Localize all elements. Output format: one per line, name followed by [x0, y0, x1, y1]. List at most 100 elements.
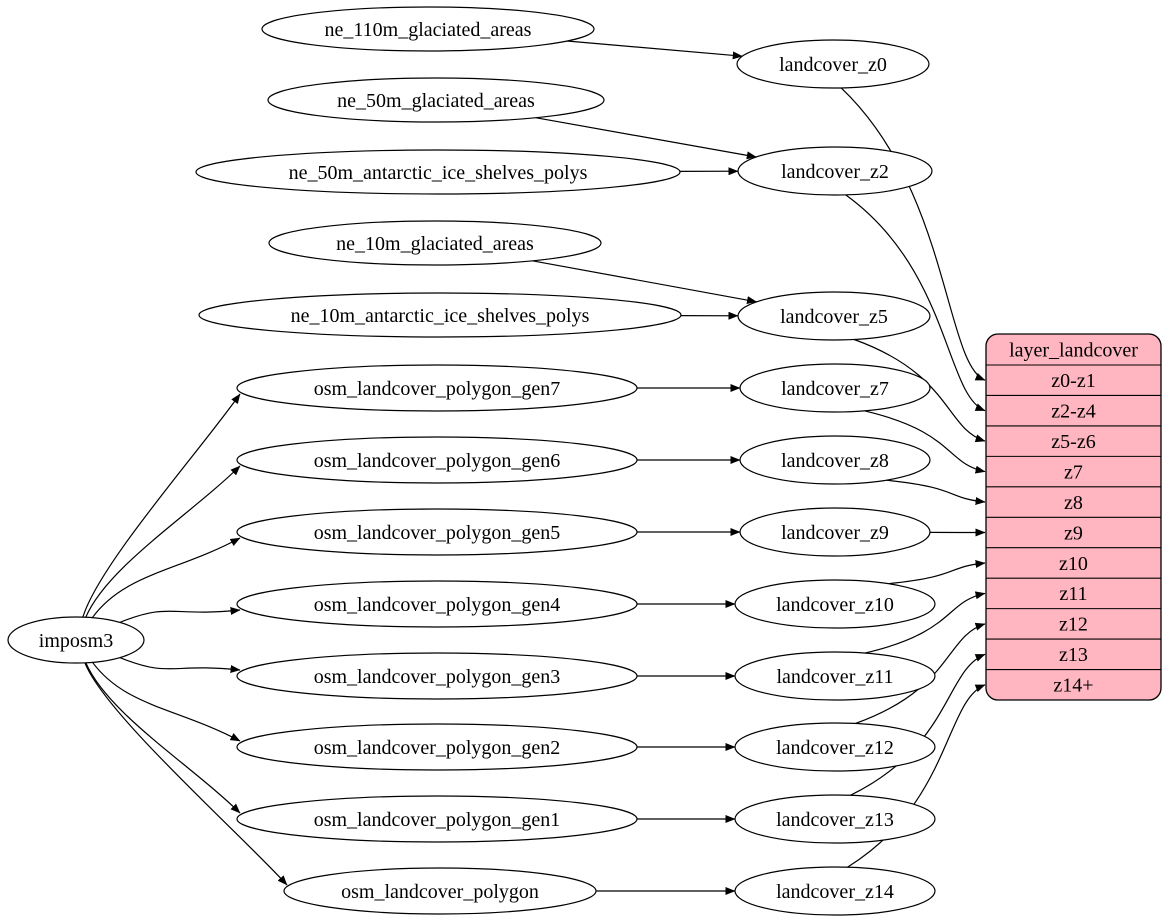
- node-shape-ne_50m_glaciated_areas: [267, 77, 605, 123]
- node-label-landcover_z2: landcover_z2: [781, 161, 889, 183]
- node-landcover_z13: landcover_z13: [734, 794, 936, 844]
- node-label-osm_landcover_polygon: osm_landcover_polygon: [341, 881, 539, 903]
- node-label-landcover_z14: landcover_z14: [776, 881, 894, 903]
- edge-landcover_z0-to-z0-z1: [840, 87, 986, 381]
- node-label-osm_landcover_polygon_gen4: osm_landcover_polygon_gen4: [314, 594, 561, 616]
- edge-imposm3-to-osm_landcover_polygon_gen4: [119, 606, 241, 623]
- node-label-landcover_z11: landcover_z11: [777, 666, 894, 688]
- node-landcover_z9: landcover_z9: [739, 507, 931, 557]
- node-osm_landcover_polygon_gen5: osm_landcover_polygon_gen5: [236, 508, 638, 556]
- record-title: layer_landcover: [1009, 339, 1138, 361]
- edge-landcover_z2-to-z2-z4: [845, 194, 986, 412]
- edge-imposm3-to-osm_landcover_polygon_gen3: [119, 657, 241, 674]
- node-shape-ne_50m_antarctic_ice_shelves_polys: [195, 149, 681, 195]
- edges-layer: [82, 40, 986, 895]
- node-shape-landcover_z7: [739, 363, 931, 413]
- record-row-z2-z4: z2-z4: [1051, 400, 1095, 422]
- node-shape-landcover_z9: [739, 507, 931, 557]
- node-label-ne_10m_antarctic_ice_shelves_polys: ne_10m_antarctic_ice_shelves_polys: [291, 305, 590, 327]
- record-row-z11: z11: [1059, 583, 1087, 605]
- node-shape-imposm3: [7, 616, 145, 664]
- node-shape-landcover_z10: [734, 579, 936, 629]
- node-shape-landcover_z2: [737, 146, 933, 196]
- node-shape-landcover_z14: [734, 866, 936, 916]
- node-shape-osm_landcover_polygon_gen1: [236, 795, 638, 843]
- edge-ne_10m_glaciated_areas-to-landcover_z5: [532, 260, 757, 305]
- node-shape-ne_110m_glaciated_areas: [261, 6, 595, 52]
- edge-landcover_z12-to-z12: [855, 622, 986, 725]
- node-label-ne_50m_antarctic_ice_shelves_polys: ne_50m_antarctic_ice_shelves_polys: [289, 162, 588, 184]
- node-landcover_z12: landcover_z12: [734, 722, 936, 772]
- node-shape-osm_landcover_polygon_gen3: [236, 652, 638, 700]
- node-landcover_z2: landcover_z2: [737, 146, 933, 196]
- node-osm_landcover_polygon_gen6: osm_landcover_polygon_gen6: [236, 436, 638, 484]
- edge-landcover_z7-to-z7: [864, 410, 986, 474]
- node-shape-ne_10m_antarctic_ice_shelves_polys: [198, 292, 682, 338]
- record-node-layer_landcover: layer_landcover z0-z1 z2-z4 z5-z6 z7 z8 z9 z10 z…: [985, 333, 1162, 701]
- node-landcover_z0: landcover_z0: [736, 39, 930, 89]
- node-shape-osm_landcover_polygon_gen5: [236, 508, 638, 556]
- node-osm_landcover_polygon_gen2: osm_landcover_polygon_gen2: [236, 723, 638, 771]
- node-shape-landcover_z8: [739, 435, 931, 485]
- node-shape-landcover_z0: [736, 39, 930, 89]
- node-label-ne_10m_glaciated_areas: ne_10m_glaciated_areas: [336, 233, 534, 255]
- node-shape-landcover_z5: [737, 291, 931, 341]
- edge-imposm3-to-osm_landcover_polygon_gen5: [91, 537, 241, 619]
- node-label-landcover_z7: landcover_z7: [781, 378, 889, 400]
- node-label-ne_50m_glaciated_areas: ne_50m_glaciated_areas: [337, 90, 535, 112]
- edge-landcover_z11-to-z11: [864, 591, 986, 654]
- node-landcover_z10: landcover_z10: [734, 579, 936, 629]
- node-label-osm_landcover_polygon_gen6: osm_landcover_polygon_gen6: [314, 450, 561, 472]
- node-ne_10m_antarctic_ice_shelves_polys: ne_10m_antarctic_ice_shelves_polys: [198, 292, 682, 338]
- node-ne_110m_glaciated_areas: ne_110m_glaciated_areas: [261, 6, 595, 52]
- node-shape-landcover_z12: [734, 722, 936, 772]
- node-shape-osm_landcover_polygon_gen4: [236, 580, 638, 628]
- node-ne_10m_glaciated_areas: ne_10m_glaciated_areas: [268, 220, 602, 266]
- edge-ne_50m_glaciated_areas-to-landcover_z2: [535, 117, 757, 160]
- record-row-z8: z8: [1064, 492, 1083, 514]
- record-row-z7: z7: [1064, 461, 1083, 483]
- node-imposm3: imposm3: [7, 616, 145, 664]
- node-shape-osm_landcover_polygon_gen2: [236, 723, 638, 771]
- node-ne_50m_antarctic_ice_shelves_polys: ne_50m_antarctic_ice_shelves_polys: [195, 149, 681, 195]
- node-label-ne_110m_glaciated_areas: ne_110m_glaciated_areas: [325, 19, 532, 41]
- record-row-z0-z1: z0-z1: [1051, 370, 1095, 392]
- node-osm_landcover_polygon_gen7: osm_landcover_polygon_gen7: [236, 364, 638, 412]
- record-row-z14+: z14+: [1053, 675, 1093, 697]
- edge-landcover_z8-to-z8: [886, 479, 986, 505]
- node-label-osm_landcover_polygon_gen2: osm_landcover_polygon_gen2: [314, 737, 561, 759]
- node-shape-landcover_z13: [734, 794, 936, 844]
- node-shape-ne_10m_glaciated_areas: [268, 220, 602, 266]
- edge-imposm3-to-osm_landcover_polygon_gen6: [85, 465, 241, 618]
- node-shape-osm_landcover_polygon_gen6: [236, 436, 638, 484]
- record-layer: layer_landcover z0-z1 z2-z4 z5-z6 z7 z8 z9 z10 z…: [985, 333, 1162, 701]
- edge-imposm3-to-osm_landcover_polygon_gen1: [85, 662, 241, 814]
- record-row-z10: z10: [1059, 553, 1088, 575]
- node-label-landcover_z10: landcover_z10: [776, 594, 894, 616]
- node-landcover_z5: landcover_z5: [737, 291, 931, 341]
- edge-ne_110m_glaciated_areas-to-landcover_z0: [566, 40, 743, 60]
- node-label-landcover_z8: landcover_z8: [781, 450, 889, 472]
- edge-imposm3-to-osm_landcover_polygon_gen2: [92, 661, 241, 742]
- edge-landcover_z5-to-z5-z6: [853, 338, 986, 443]
- edge-landcover_z13-to-z13: [850, 653, 986, 796]
- node-shape-landcover_z11: [734, 651, 936, 701]
- node-label-imposm3: imposm3: [39, 630, 113, 652]
- node-osm_landcover_polygon: osm_landcover_polygon: [283, 867, 597, 915]
- node-landcover_z8: landcover_z8: [739, 435, 931, 485]
- node-osm_landcover_polygon_gen4: osm_landcover_polygon_gen4: [236, 580, 638, 628]
- node-landcover_z11: landcover_z11: [734, 651, 936, 701]
- node-label-osm_landcover_polygon_gen1: osm_landcover_polygon_gen1: [314, 809, 561, 831]
- node-shape-osm_landcover_polygon: [283, 867, 597, 915]
- node-label-landcover_z5: landcover_z5: [780, 306, 888, 328]
- node-label-osm_landcover_polygon_gen7: osm_landcover_polygon_gen7: [314, 378, 561, 400]
- node-landcover_z7: landcover_z7: [739, 363, 931, 413]
- node-landcover_z14: landcover_z14: [734, 866, 936, 916]
- edge-landcover_z10-to-z10: [888, 559, 986, 585]
- record-row-z12: z12: [1059, 614, 1088, 636]
- nodes-layer: imposm3 ne_110m_glaciated_areas ne_50m_gla…: [7, 6, 936, 916]
- edge-imposm3-to-osm_landcover_polygon: [84, 662, 288, 886]
- record-row-z9: z9: [1064, 522, 1083, 544]
